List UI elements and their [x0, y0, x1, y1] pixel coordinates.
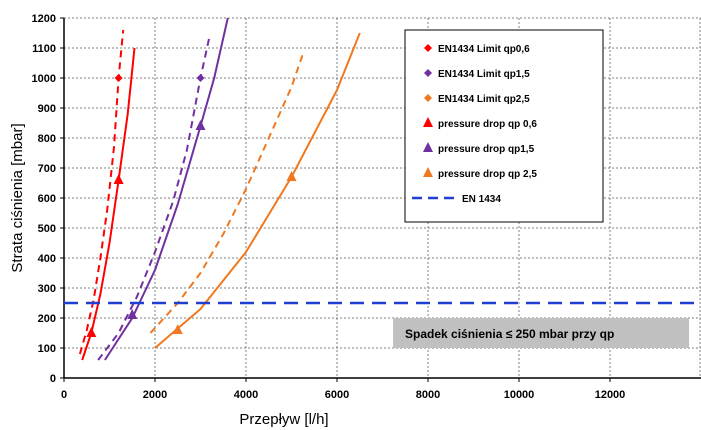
y-tick-label: 300 [38, 283, 56, 295]
legend-label: pressure drop qp 2,5 [438, 169, 537, 180]
y-tick-label: 1100 [32, 43, 56, 55]
y-tick-label: 800 [38, 133, 56, 145]
triangle-marker [195, 120, 206, 130]
series-line-1 [97, 35, 211, 361]
legend-swatch [423, 117, 433, 127]
x-tick-label: 12000 [595, 389, 626, 401]
x-tick-label: 6000 [325, 389, 349, 401]
legend-swatch [424, 44, 432, 52]
legend-label: EN1434 Limit qp2,5 [438, 94, 530, 105]
y-tick-label: 200 [38, 313, 56, 325]
annotation-background [393, 318, 689, 348]
legend-label: pressure drop qp1,5 [438, 144, 535, 155]
diamond-marker [114, 74, 123, 82]
series-line-2 [149, 53, 304, 334]
triangle-marker [286, 171, 297, 181]
legend-swatch [423, 167, 433, 177]
annotation-box: Spadek ciśnienia ≤ 250 mbar przy qp [393, 318, 689, 348]
legend-label: pressure drop qp 0,6 [438, 119, 537, 130]
y-tick-label: 600 [38, 193, 56, 205]
y-tick-label: 400 [38, 253, 56, 265]
triangle-marker [172, 324, 183, 334]
legend-swatch [424, 94, 432, 102]
x-tick-label: 10000 [504, 389, 535, 401]
legend-swatch [423, 142, 433, 152]
series-line-0 [78, 29, 125, 355]
legend-label: EN 1434 [462, 194, 501, 205]
legend: EN1434 Limit qp0,6 EN1434 Limit qp1,5 EN14… [404, 29, 604, 223]
y-axis-title: Strata ciśnienia [mbar] [9, 123, 26, 272]
axes [60, 17, 701, 382]
series-line-5 [154, 32, 361, 349]
legend-box [404, 29, 604, 223]
y-tick-label: 100 [38, 343, 56, 355]
x-tick-label: 8000 [416, 389, 440, 401]
legend-swatch [424, 69, 432, 77]
triangle-marker [113, 174, 124, 184]
x-tick-label: 0 [61, 389, 67, 401]
y-tick-label: 0 [50, 373, 56, 385]
x-tick-label: 2000 [143, 389, 167, 401]
y-tick-label: 700 [38, 163, 56, 175]
tick-labels: 0 100 200 300 400 500 600 700 800 900 1000 1100 1200… [32, 13, 626, 401]
legend-label: EN1434 Limit qp0,6 [438, 44, 530, 55]
y-tick-label: 900 [38, 103, 56, 115]
x-axis-title: Przepływ [l/h] [239, 411, 328, 428]
triangle-marker [127, 309, 138, 319]
series-markers [86, 74, 297, 337]
x-tick-label: 4000 [234, 389, 258, 401]
y-tick-label: 1000 [32, 73, 56, 85]
triangle-marker [86, 327, 97, 337]
y-tick-label: 500 [38, 223, 56, 235]
annotation-text: Spadek ciśnienia ≤ 250 mbar przy qp [405, 327, 614, 341]
y-tick-label: 1200 [32, 13, 56, 25]
diamond-marker [196, 74, 205, 82]
legend-label: EN1434 Limit qp1,5 [438, 69, 530, 80]
